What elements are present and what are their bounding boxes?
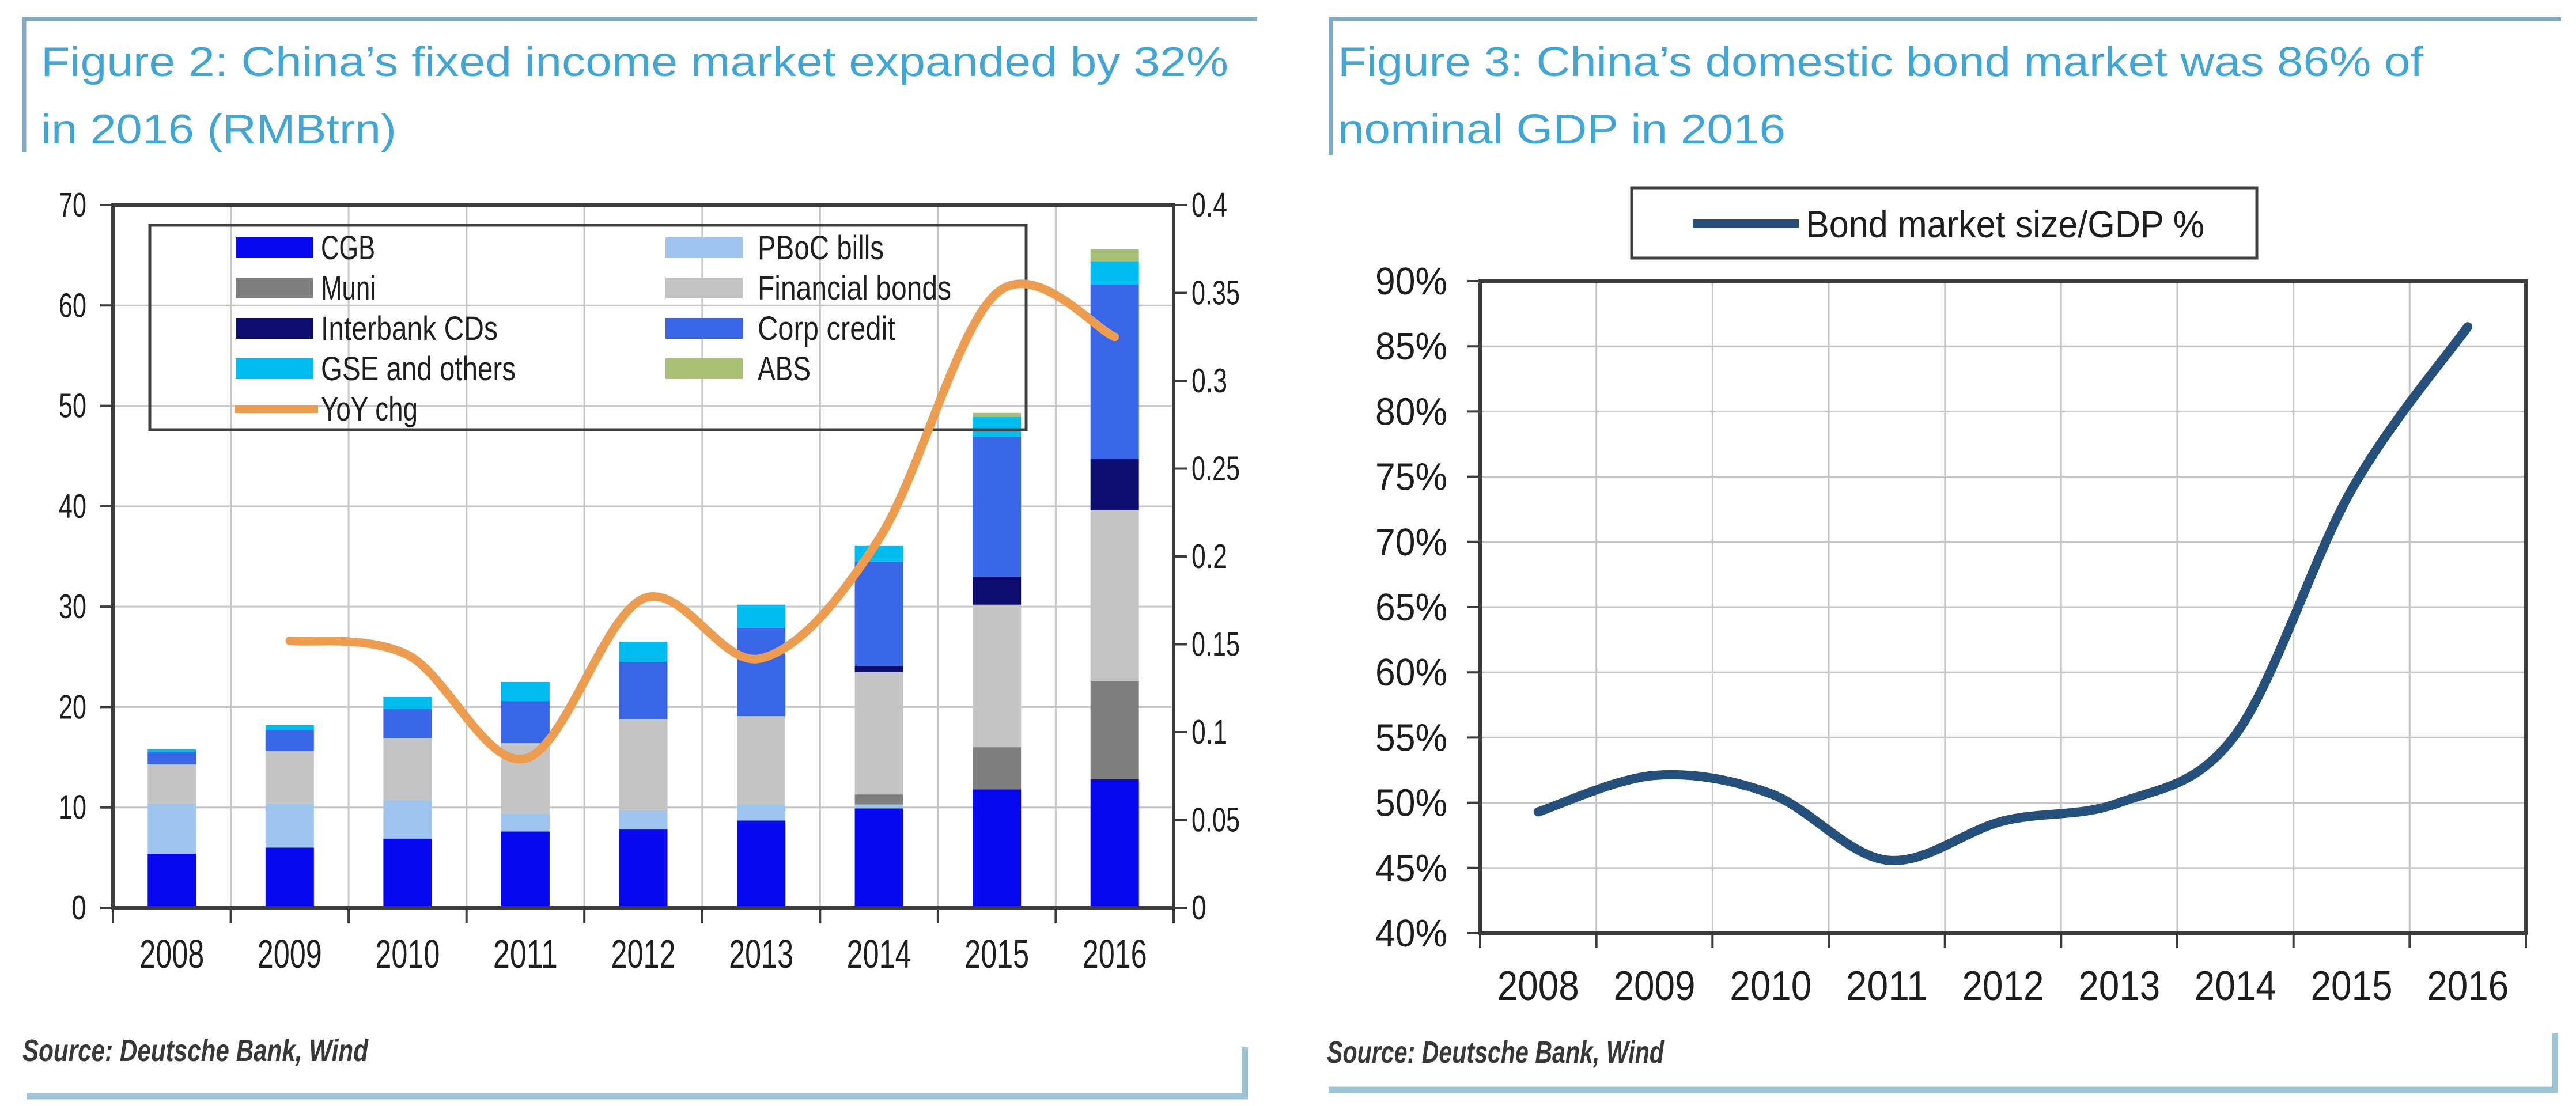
svg-text:20: 20 — [59, 688, 86, 726]
svg-text:70: 70 — [59, 186, 86, 224]
svg-text:0.3: 0.3 — [1191, 362, 1227, 400]
svg-text:2012: 2012 — [611, 931, 676, 976]
svg-text:Financial bonds: Financial bonds — [758, 270, 951, 307]
svg-text:40: 40 — [59, 487, 86, 525]
svg-text:50%: 50% — [1375, 782, 1447, 825]
svg-text:2014: 2014 — [847, 931, 911, 976]
svg-text:PBoC bills: PBoC bills — [758, 229, 884, 267]
svg-text:0.05: 0.05 — [1191, 801, 1240, 839]
svg-text:60: 60 — [59, 286, 86, 324]
svg-text:2010: 2010 — [1730, 963, 1811, 1009]
svg-text:2010: 2010 — [375, 931, 440, 976]
svg-text:2011: 2011 — [1846, 963, 1928, 1009]
svg-text:45%: 45% — [1375, 847, 1447, 890]
svg-text:75%: 75% — [1375, 456, 1447, 499]
svg-text:2015: 2015 — [2311, 963, 2393, 1009]
svg-text:2008: 2008 — [139, 931, 204, 976]
svg-text:40%: 40% — [1375, 912, 1447, 955]
svg-text:0: 0 — [71, 889, 86, 927]
svg-text:YoY chg: YoY chg — [321, 391, 418, 428]
svg-text:2013: 2013 — [2078, 963, 2160, 1009]
svg-text:50: 50 — [59, 387, 86, 425]
svg-text:2013: 2013 — [729, 931, 793, 976]
svg-text:Figure 2: China’s fixed income: Figure 2: China’s fixed income market ex… — [41, 39, 1228, 85]
svg-text:85%: 85% — [1375, 325, 1447, 368]
svg-text:GSE and others: GSE and others — [321, 350, 516, 388]
svg-text:2015: 2015 — [964, 931, 1029, 976]
svg-text:Bond market size/GDP %: Bond market size/GDP % — [1806, 203, 2204, 245]
svg-text:0.1: 0.1 — [1191, 713, 1227, 751]
svg-text:2009: 2009 — [1614, 963, 1696, 1009]
svg-text:2011: 2011 — [493, 931, 558, 976]
svg-text:CGB: CGB — [321, 229, 375, 267]
svg-text:65%: 65% — [1375, 586, 1447, 629]
svg-text:ABS: ABS — [758, 350, 811, 388]
svg-text:Muni: Muni — [321, 270, 376, 307]
svg-text:2016: 2016 — [2427, 963, 2509, 1009]
svg-text:0.4: 0.4 — [1191, 186, 1227, 224]
svg-text:2012: 2012 — [1962, 963, 2044, 1009]
svg-text:2009: 2009 — [258, 931, 322, 976]
svg-text:2016: 2016 — [1083, 931, 1147, 976]
svg-text:55%: 55% — [1375, 716, 1447, 759]
svg-text:Source: Deutsche Bank, Wind: Source: Deutsche Bank, Wind — [22, 1033, 369, 1068]
svg-text:Corp credit: Corp credit — [758, 310, 895, 347]
svg-text:70%: 70% — [1375, 521, 1447, 564]
svg-text:0.25: 0.25 — [1191, 450, 1240, 488]
svg-text:0.35: 0.35 — [1191, 274, 1240, 312]
svg-text:0.15: 0.15 — [1191, 626, 1240, 664]
svg-text:in 2016 (RMBtrn): in 2016 (RMBtrn) — [41, 107, 396, 153]
svg-text:2008: 2008 — [1497, 963, 1579, 1009]
svg-text:2014: 2014 — [2195, 963, 2276, 1009]
svg-text:nominal GDP in 2016: nominal GDP in 2016 — [1338, 107, 1786, 153]
svg-text:60%: 60% — [1375, 651, 1447, 694]
svg-text:80%: 80% — [1375, 390, 1447, 433]
svg-text:Interbank CDs: Interbank CDs — [321, 310, 498, 347]
svg-text:0.2: 0.2 — [1191, 537, 1227, 575]
svg-text:Source: Deutsche Bank, Wind: Source: Deutsche Bank, Wind — [1327, 1035, 1665, 1070]
svg-text:Figure 3: China’s domestic bon: Figure 3: China’s domestic bond market w… — [1338, 39, 2424, 85]
svg-text:10: 10 — [59, 789, 86, 827]
svg-text:90%: 90% — [1375, 260, 1447, 303]
svg-text:0: 0 — [1191, 889, 1206, 927]
svg-text:30: 30 — [59, 588, 86, 626]
